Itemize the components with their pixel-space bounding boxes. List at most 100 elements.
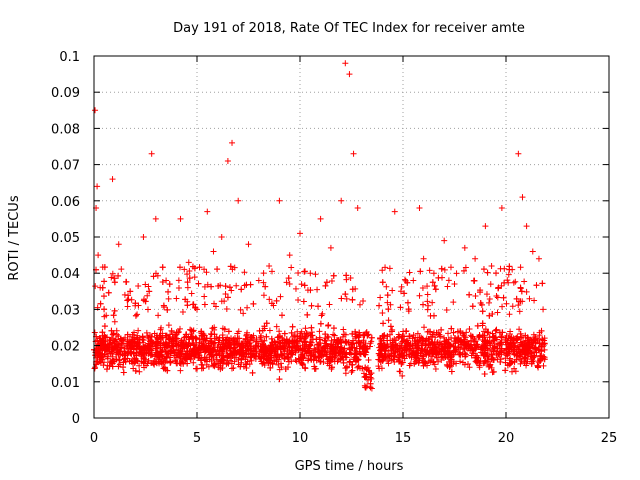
roti-point [535,255,542,262]
roti-point [350,150,357,157]
roti-point [109,270,116,277]
roti-point [285,358,292,365]
roti-point [167,358,174,365]
roti-point [221,326,228,333]
roti-point [378,345,385,352]
roti-point [212,303,219,310]
roti-point [433,329,440,336]
roti-point [175,329,182,336]
roti-point [222,291,229,298]
x-tick-label: 0 [90,431,98,446]
roti-point [503,300,510,307]
roti-point [541,346,548,353]
roti-point [422,342,429,349]
roti-point [516,308,523,315]
roti-point [278,360,285,367]
roti-point [308,324,315,331]
roti-point [210,248,217,255]
roti-point [513,335,520,342]
roti-point [100,343,107,350]
roti-point [292,285,299,292]
roti-point [189,333,196,340]
roti-point [511,351,518,358]
roti-point [359,365,366,372]
roti-point [512,278,519,285]
roti-point [277,346,284,353]
roti-point [476,362,483,369]
roti-point [417,268,424,275]
roti-point [302,333,309,340]
roti-point [243,332,250,339]
roti-point [302,348,309,355]
roti-point [105,289,112,296]
roti-point [414,336,421,343]
roti-point [438,326,445,333]
y-axis-label: ROTI / TECUs [7,195,22,280]
roti-point [140,350,147,357]
roti-point [384,333,391,340]
roti-point [511,344,518,351]
roti-point [175,277,182,284]
roti-point [510,337,517,344]
roti-point [418,334,425,341]
roti-point [224,157,231,164]
roti-point [450,299,457,306]
roti-point [248,347,255,354]
roti-point [368,375,375,382]
roti-point [396,358,403,365]
roti-point [290,333,297,340]
roti-point [482,326,489,333]
roti-point [432,345,439,352]
roti-point [165,295,172,302]
roti-point [221,343,228,350]
roti-point [482,342,489,349]
roti-point [452,343,459,350]
roti-point [479,308,486,315]
roti-point [538,327,545,334]
roti-point [195,354,202,361]
roti-point [406,333,413,340]
roti-point [147,340,154,347]
roti-point [327,244,334,251]
roti-point [430,312,437,319]
roti-point [382,264,389,271]
roti-point [438,341,445,348]
roti-point [150,360,157,367]
roti-point [226,284,233,291]
data-points [91,60,548,392]
roti-point [189,263,196,270]
roti-point [243,350,250,357]
roti-point [346,349,353,356]
roti-point [325,322,332,329]
roti-point [170,343,177,350]
roti-point [132,338,139,345]
roti-point [382,344,389,351]
roti-point [116,357,123,364]
roti-point [121,291,128,298]
y-tick-label: 0.03 [51,303,80,318]
roti-point [168,338,175,345]
roti-point [385,352,392,359]
roti-point [196,344,203,351]
roti-point [448,325,455,332]
roti-point [387,323,394,330]
roti-point [227,357,234,364]
roti-point [109,176,116,183]
roti-point [215,283,222,290]
roti-point [101,351,108,358]
roti-point [200,336,207,343]
roti-point [441,334,448,341]
roti-point [430,358,437,365]
roti-point [240,310,247,317]
roti-point [226,345,233,352]
roti-point [118,266,125,273]
roti-point [166,281,173,288]
roti-point [108,274,115,281]
roti-point [378,338,385,345]
roti-point [506,263,513,270]
roti-point [160,365,167,372]
roti-point [152,345,159,352]
roti-point [467,337,474,344]
roti-point [184,302,191,309]
x-tick-label: 25 [601,431,618,446]
